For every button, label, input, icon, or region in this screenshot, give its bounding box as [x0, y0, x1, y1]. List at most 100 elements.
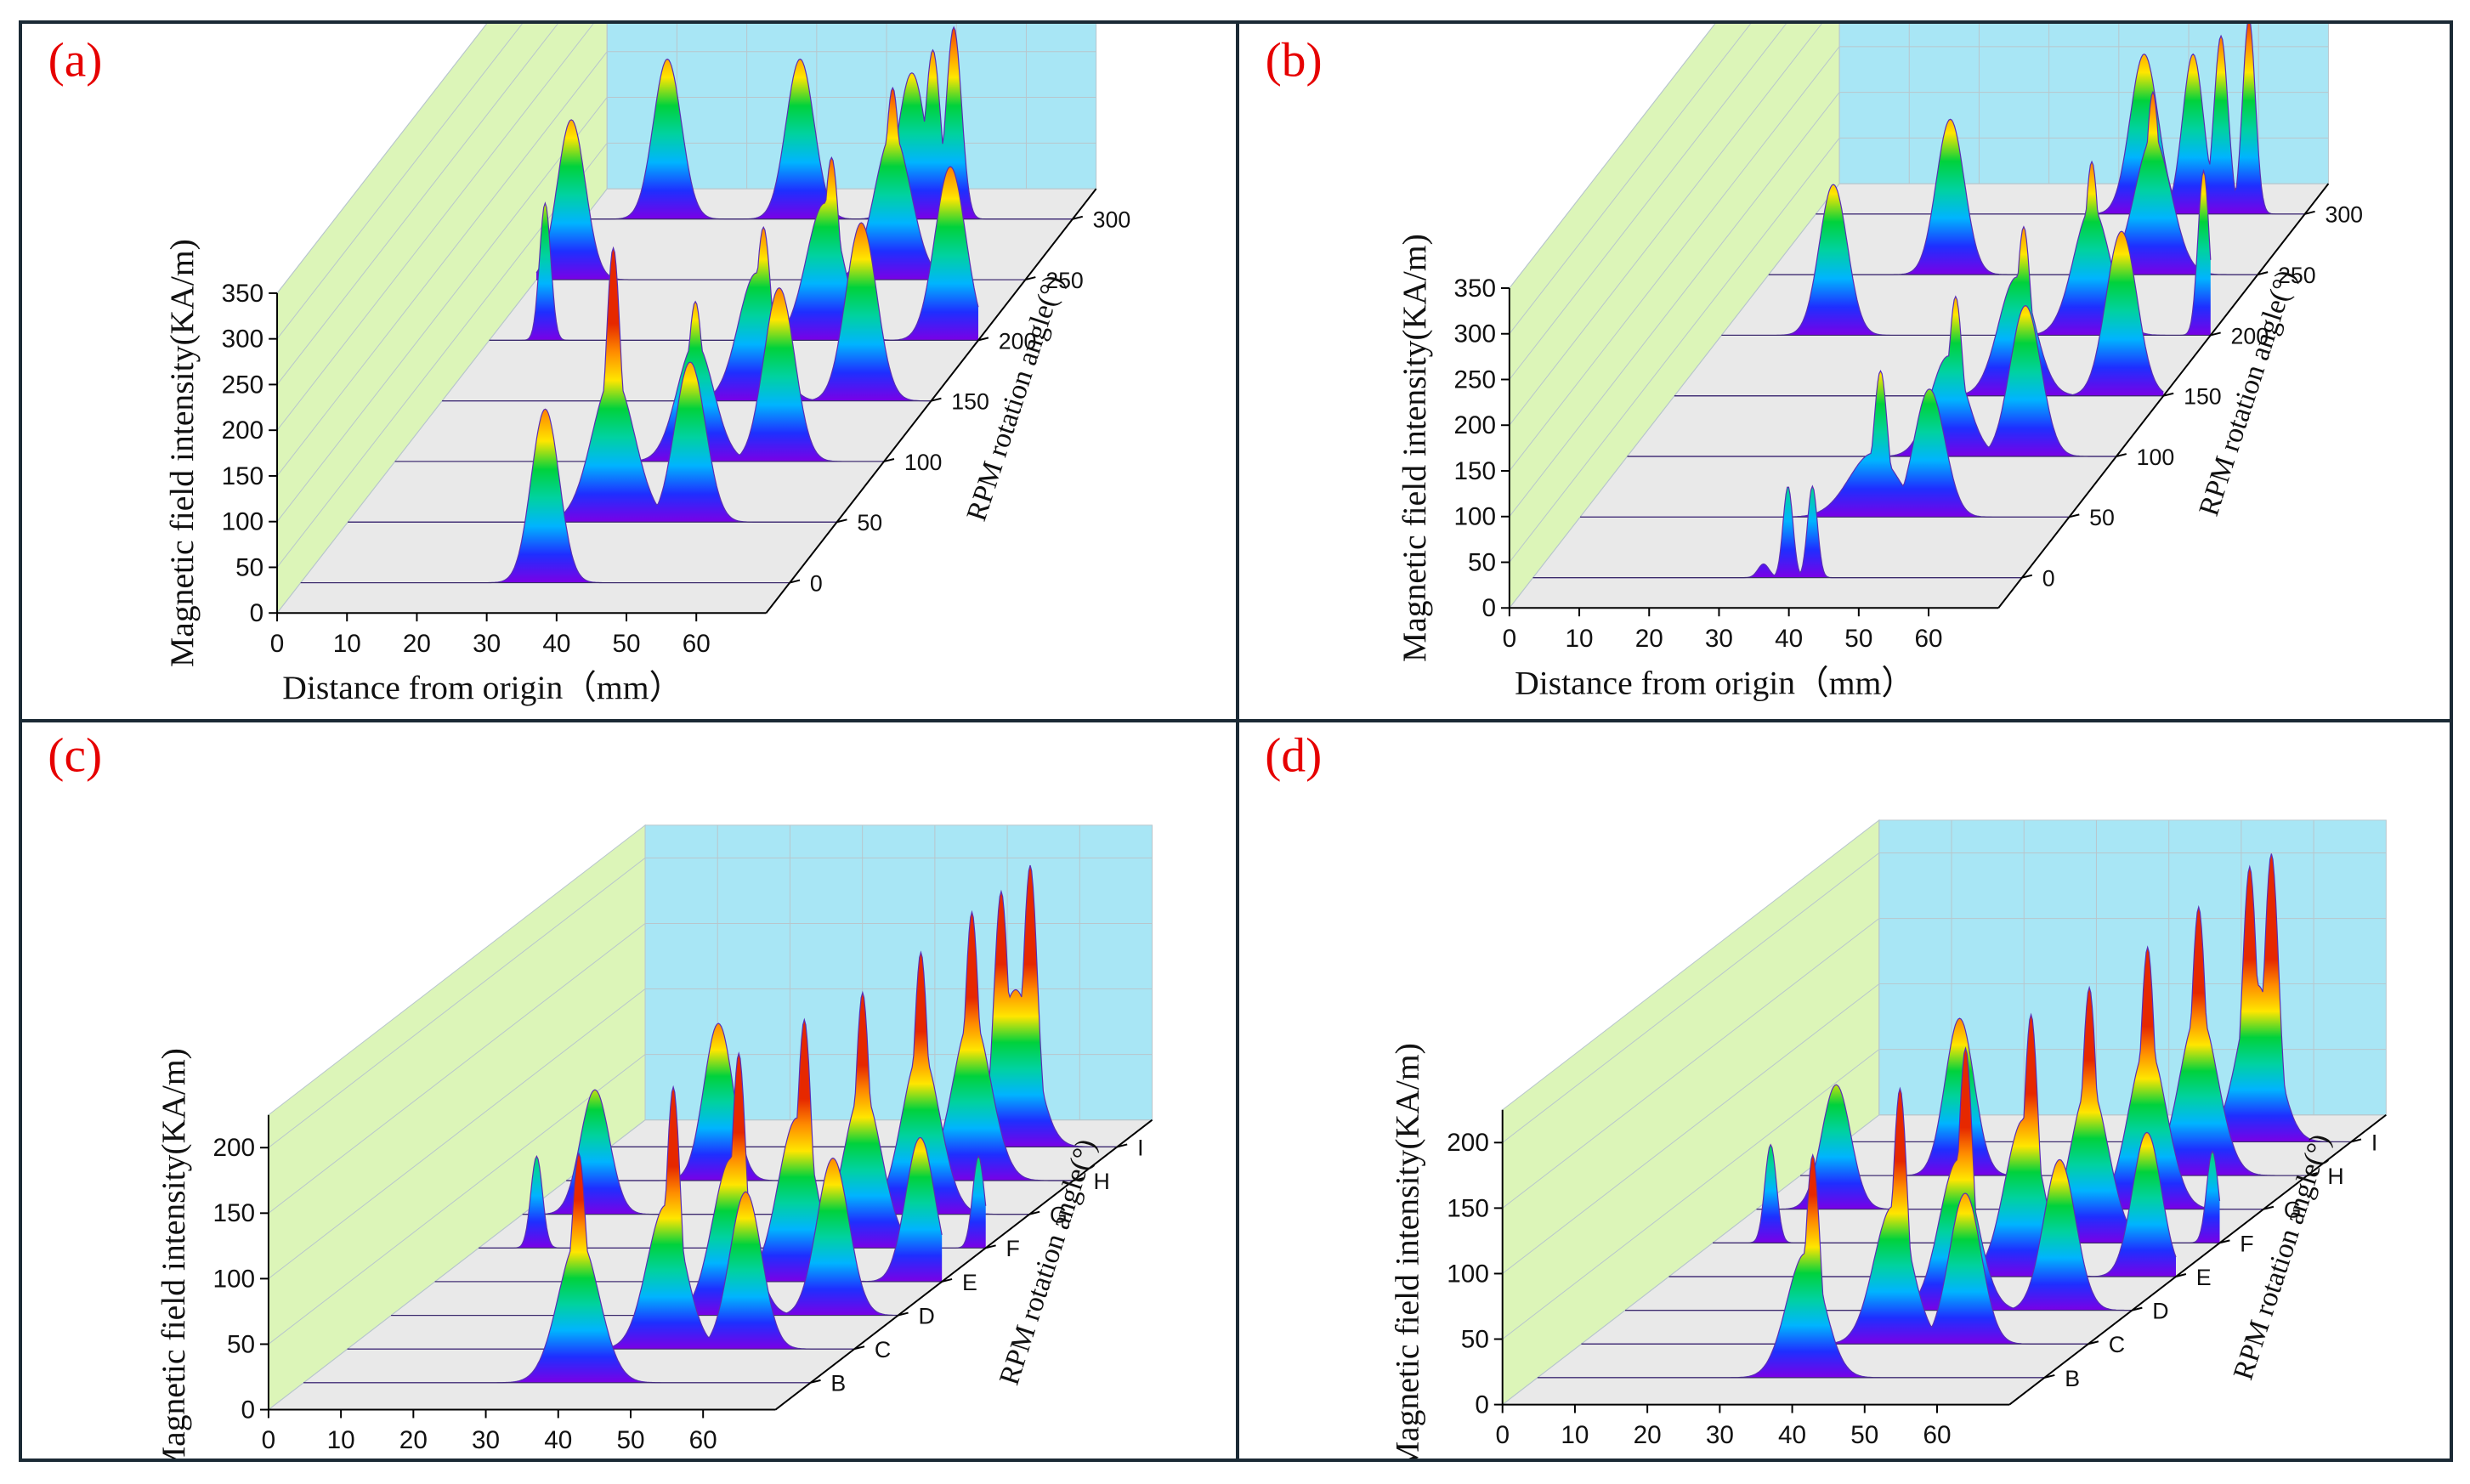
y-tick-label: 350	[1453, 275, 1496, 303]
panel-d: 0102030405060050100150200BCDEFGHIDistanc…	[1236, 719, 2453, 1462]
series-7-surface	[609, 865, 1118, 1147]
z-tick	[2263, 1205, 2275, 1210]
z-tick	[2044, 1374, 2055, 1379]
z-tick-label: 250	[1045, 268, 1084, 293]
z-tick	[2219, 1239, 2230, 1244]
chart-b: 0 10 20 30 40 50 60 0 50 100 150 200 250 300 350 0 50 100…	[1266, 24, 2363, 701]
grid-line	[1502, 983, 2387, 1274]
series-1-surface	[1581, 1088, 2088, 1345]
x-tick-label: 10	[1566, 625, 1594, 653]
x-tick-label: 20	[399, 1426, 428, 1454]
series-0-surface	[1537, 1154, 2045, 1378]
y-tick-label: 100	[212, 1265, 255, 1293]
grid-line	[268, 988, 1153, 1279]
y-axis-title: Magnetic field intensity(KA/m)	[1389, 1043, 1426, 1459]
y-tick-label: 300	[222, 326, 264, 354]
y-tick-label: 300	[1453, 320, 1496, 348]
z-tick	[931, 397, 942, 402]
y-tick-label: 200	[222, 416, 264, 445]
grid-line	[1509, 92, 2329, 518]
z-tick-label: 300	[1093, 207, 1131, 233]
z-tick-label: H	[2327, 1164, 2343, 1189]
panel-a: 0 10 20 30 40 50 60 0 50 100 150 200 250 300 350 0 50 100…	[19, 20, 1239, 722]
y-tick-label: 50	[1468, 548, 1496, 576]
x-tick-label: 30	[1706, 1421, 1734, 1449]
z-tick-label: 200	[999, 328, 1037, 354]
z-tick	[2307, 1172, 2318, 1177]
x-tick-label: 0	[262, 1426, 276, 1454]
panel-b: 0 10 20 30 40 50 60 0 50 100 150 200 250 300 350 0 50 100…	[1236, 20, 2453, 722]
z-tick	[2021, 574, 2033, 579]
y-tick-label: 250	[222, 371, 264, 399]
series-2-surface	[1627, 296, 2116, 457]
grid-line	[1509, 24, 1822, 426]
grid-line	[1502, 852, 2387, 1143]
z-tick	[1117, 1143, 1128, 1148]
z-tick-label: H	[1094, 1169, 1110, 1194]
x-tick-label: 50	[1850, 1421, 1878, 1449]
z-tick-label: 100	[2137, 445, 2175, 470]
z-tick	[2116, 453, 2127, 457]
z-tick	[941, 1277, 953, 1283]
series-4-surface	[489, 157, 978, 341]
z-tick-label: 300	[2325, 202, 2363, 228]
grid-line	[276, 24, 488, 294]
y-tick-label: 150	[212, 1199, 255, 1227]
series-4-surface	[1713, 987, 2220, 1243]
z-tick	[2069, 513, 2080, 518]
x-axis-title: Distance from origin（mm）	[1515, 664, 1915, 701]
y-tick-label: 150	[222, 462, 264, 490]
y-tick-label: 100	[1453, 503, 1496, 531]
z-tick-label: I	[2371, 1130, 2377, 1155]
z-tick	[1029, 1210, 1040, 1215]
x-tick-label: 50	[1844, 625, 1872, 653]
grid-line	[1509, 46, 2329, 472]
grid-line	[276, 24, 523, 339]
z-tick	[789, 579, 801, 584]
y-tick-label: 200	[1453, 411, 1496, 439]
x-tick-label: 30	[472, 1426, 500, 1454]
series-2-surface	[391, 1053, 898, 1316]
panel-c: 0102030405060050100150200BCDEFGHIDistanc…	[19, 719, 1239, 1462]
z-tick-label: B	[830, 1371, 846, 1396]
series-3-surface	[442, 223, 932, 401]
series-3-surface	[1674, 226, 2164, 396]
series-0-surface	[303, 1153, 811, 1383]
series-4-surface	[479, 992, 986, 1249]
z-tick	[985, 1244, 996, 1249]
grid-line	[1509, 137, 2329, 563]
series-2-surface	[394, 287, 885, 462]
z-tick	[2258, 271, 2269, 276]
y-tick-label: 100	[222, 508, 264, 536]
x-tick-label: 10	[1561, 1421, 1589, 1449]
chart-a: 0 10 20 30 40 50 60 0 50 100 150 200 250 300 350 0 50 100…	[48, 24, 1131, 706]
y-tick-label: 100	[1447, 1260, 1489, 1288]
series-5-surface	[536, 88, 1026, 280]
x-tick-label: 60	[1923, 1421, 1951, 1449]
y-axis-title: Magnetic field intensity(KA/m)	[155, 1048, 192, 1459]
y-tick-label: 150	[1453, 457, 1496, 485]
z-tick	[977, 337, 989, 342]
grid-line	[1509, 24, 1752, 335]
z-axis-line	[774, 1119, 1153, 1411]
z-tick-label: I	[1137, 1135, 1143, 1160]
z-tick	[2175, 1273, 2187, 1277]
chart-d: 0102030405060050100150200BCDEFGHIDistanc…	[1265, 728, 2388, 1459]
grid-line	[1509, 24, 1716, 289]
z-tick-label: 0	[2042, 566, 2055, 592]
x-tick-label: 50	[616, 1426, 644, 1454]
y-tick-label: 0	[241, 1396, 256, 1424]
x-tick-label: 40	[542, 630, 570, 658]
x-tick-label: 60	[1915, 625, 1943, 653]
grid-line	[1509, 24, 1787, 380]
z-tick	[810, 1379, 821, 1384]
x-tick-label: 40	[544, 1426, 572, 1454]
x-tick-label: 40	[1778, 1421, 1806, 1449]
grid-line	[276, 24, 558, 385]
z-tick-label: 150	[2184, 384, 2222, 410]
z-tick-label: C	[2109, 1332, 2125, 1357]
panel-label: (d)	[1265, 728, 1322, 782]
series-6-surface	[1816, 24, 2305, 214]
series-6-surface	[566, 912, 1074, 1181]
